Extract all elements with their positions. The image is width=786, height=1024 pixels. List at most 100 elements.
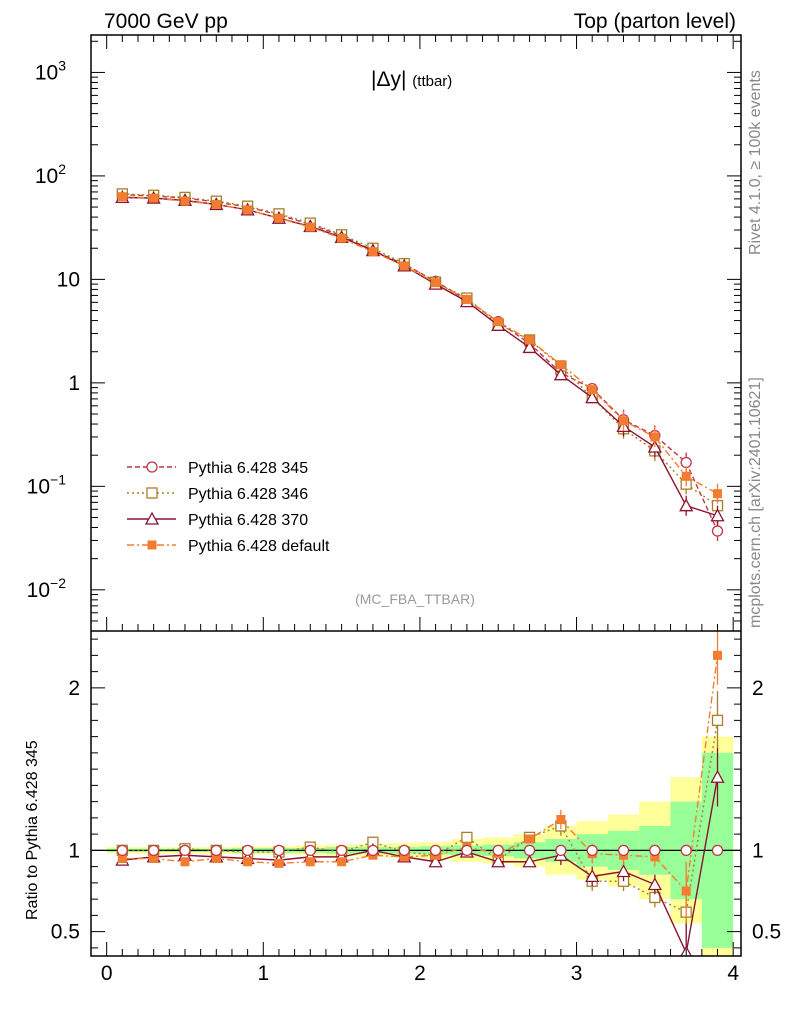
ratio-point: [148, 844, 160, 857]
data-point: [553, 367, 568, 381]
ratio-point: [522, 854, 537, 868]
legend-marker: [146, 487, 158, 499]
ratio-y-tick-label-right: 1: [752, 839, 764, 862]
ratio-point: [428, 854, 443, 868]
ratio-point: [585, 869, 600, 883]
data-point: [525, 335, 535, 345]
legend: Pythia 6.428 345 Pythia 6.428 346 Pythia 6…: [127, 460, 330, 555]
data-point: [399, 261, 409, 271]
y-tick-label: 102: [35, 161, 66, 188]
ratio-point: [305, 857, 315, 867]
ratio-point: [617, 844, 630, 857]
data-point: [681, 471, 691, 481]
data-point: [711, 525, 724, 537]
plot-title: |Δy| (ttbar): [371, 68, 452, 91]
frame: [90, 34, 742, 957]
ratio-point: [335, 844, 348, 857]
header-left: 7000 GeV pp: [104, 10, 228, 33]
data-point: [274, 213, 284, 223]
y-tick-label: 103: [35, 57, 66, 84]
side-label-mcplots: mcplots.cern.ch [arXiv:2401.10621]: [747, 377, 764, 628]
series-line-3: [122, 195, 718, 495]
ratio-line-1: [122, 720, 719, 914]
ratio-point: [337, 857, 347, 867]
ratio-point: [710, 769, 725, 783]
ratio-point: [243, 857, 253, 867]
x-tick-label: 3: [571, 962, 583, 985]
ratio-point: [398, 844, 410, 857]
series-line-0: [122, 193, 719, 532]
data-point: [619, 416, 629, 426]
ratio-point: [649, 844, 661, 857]
series-line-1: [122, 193, 718, 507]
ratio-point: [492, 844, 504, 857]
ratio-point: [461, 844, 473, 857]
ratio-point: [367, 844, 379, 857]
data-point: [431, 278, 441, 288]
data-point: [585, 390, 600, 404]
ratio-point: [523, 844, 536, 857]
ratio-point: [210, 844, 222, 857]
data-point: [462, 294, 472, 304]
ratio-y-tick-label: 1: [68, 839, 80, 862]
data-point: [180, 196, 190, 206]
data-point: [713, 489, 723, 499]
ratio-point: [681, 886, 691, 896]
legend-label: Pythia 6.428 370: [188, 512, 308, 529]
y-tick-label: 10: [57, 268, 80, 291]
ratio-point: [241, 844, 254, 857]
ratio-point: [555, 844, 567, 857]
ratio-point: [586, 844, 598, 857]
legend-marker: [147, 540, 157, 550]
x-tick-label: 1: [257, 962, 269, 985]
ratio-point: [556, 815, 566, 824]
data-point: [679, 498, 694, 512]
main-plot: 10−2 10−1 1 10 102 103: [27, 35, 741, 632]
data-point: [149, 193, 159, 203]
ratio-y-tick-label: 0.5: [51, 921, 80, 944]
ratio-point: [179, 844, 191, 857]
ratio-point: [680, 844, 692, 857]
x-tick-label: 0: [101, 962, 113, 985]
ratio-point: [273, 844, 285, 857]
ratio-point: [274, 858, 284, 868]
ratio-y-tick-label: 2: [68, 677, 80, 700]
ratio-y-tick-label-right: 2: [752, 677, 764, 700]
x-tick-label: 4: [727, 962, 739, 985]
data-point: [587, 385, 597, 395]
ratio-line-2: [122, 777, 719, 956]
data-point: [680, 456, 692, 469]
data-point: [337, 233, 347, 243]
ratio-point: [461, 831, 473, 844]
ratio-series-group: [91, 631, 741, 956]
ratio-point: [429, 844, 442, 857]
ratio-point: [304, 844, 316, 857]
analysis-watermark: (MC_FBA_TTBAR): [355, 591, 475, 607]
data-point: [117, 192, 127, 202]
ratio-point: [711, 714, 724, 727]
legend-label: Pythia 6.428 345: [188, 460, 308, 477]
legend-label: Pythia 6.428 346: [188, 486, 308, 503]
legend-label: Pythia 6.428 default: [188, 538, 330, 555]
y-tick-label: 10−2: [27, 575, 67, 602]
ratio-point: [116, 844, 128, 857]
data-point: [368, 247, 378, 257]
data-point: [243, 205, 253, 215]
data-point: [493, 317, 503, 327]
ratio-point: [711, 844, 724, 857]
ratio-plot: 0.5 0.5 1 1 2 2 0 1 2 3 4: [51, 631, 781, 985]
data-point: [556, 360, 566, 370]
data-point: [305, 222, 315, 232]
ratio-point: [180, 857, 190, 867]
x-tick-label: 2: [414, 962, 426, 985]
legend-marker: [144, 511, 160, 525]
ratio-point: [491, 854, 506, 868]
legend-marker: [146, 461, 158, 473]
ratio-ylabel: Ratio to Pythia 6.428 345: [24, 740, 41, 920]
data-point: [211, 199, 221, 209]
ratio-y-tick-label-right: 0.5: [752, 921, 781, 944]
ratio-point: [525, 834, 535, 844]
side-label-rivet: Rivet 4.1.0, ≥ 100k events: [747, 70, 764, 255]
main-series-group: [115, 188, 725, 542]
